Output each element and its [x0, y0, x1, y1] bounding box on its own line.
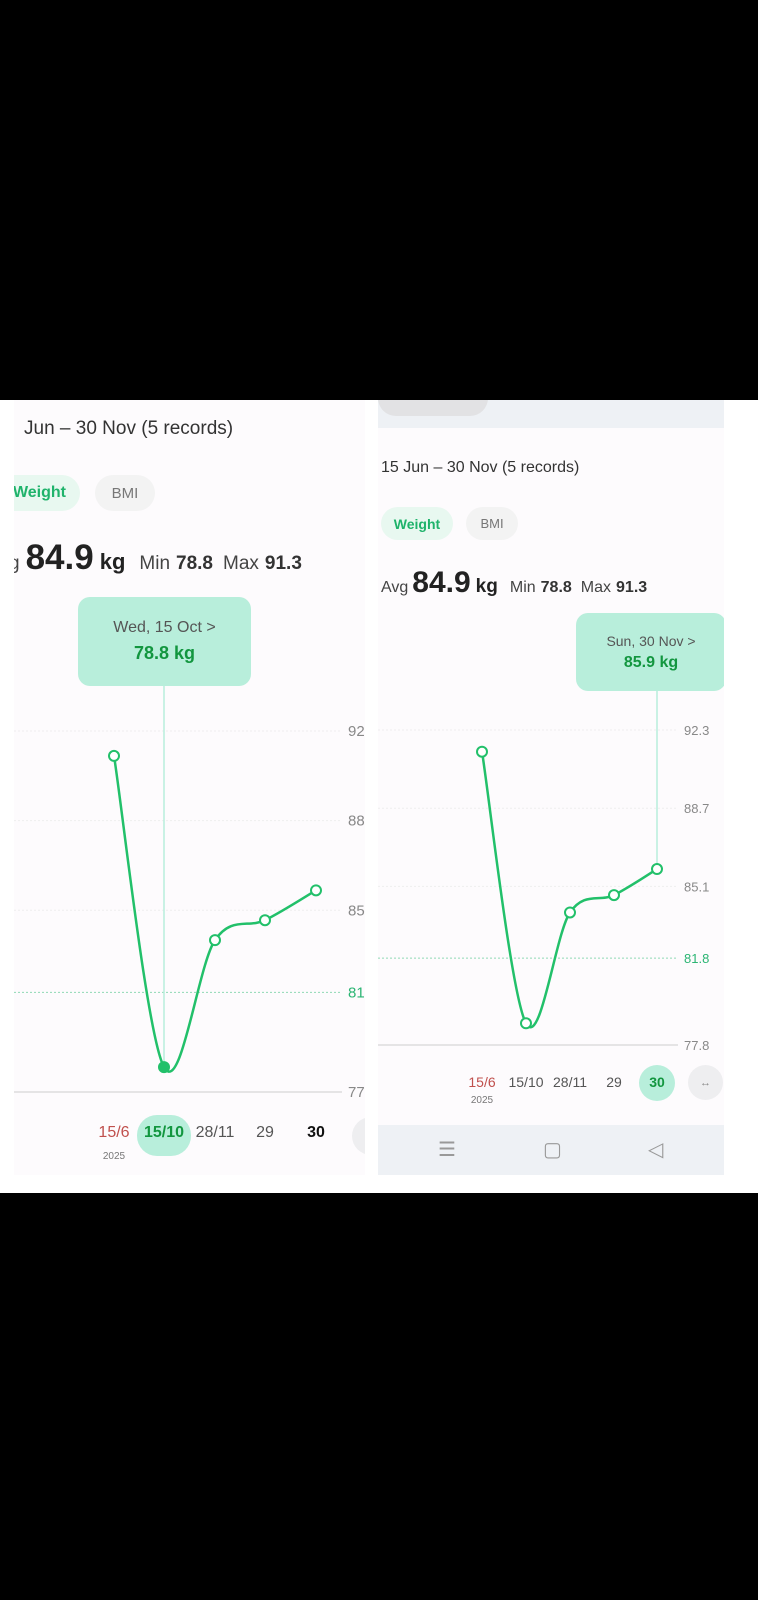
y-tick-label: 88.7 — [684, 801, 709, 816]
weight-series-line — [112, 755, 317, 1073]
weight-series-line — [480, 751, 658, 1029]
y-tick-label: 81.8 — [684, 951, 709, 966]
left-screenshot-panel: Jun – 30 Nov (5 records) Weight BMI g 84… — [14, 400, 365, 1175]
x-axis-date-label[interactable]: 15/6 — [468, 1074, 496, 1090]
year-label: 2025 — [102, 1151, 126, 1162]
date-range-label: 15 Jun – 30 Nov (5 records) — [381, 459, 580, 476]
weight-line-chart[interactable]: 92 88 85 81 77 — [14, 400, 365, 1175]
selected-date-highlight — [137, 1115, 191, 1156]
tab-bmi[interactable]: BMI — [466, 507, 518, 540]
tooltip-value: 85.9 kg — [623, 654, 679, 671]
tab-weight[interactable]: Weight — [381, 507, 453, 540]
y-tick-label: 85.1 — [684, 879, 709, 894]
x-axis-date-label[interactable]: 15/6 — [98, 1124, 130, 1141]
max-value: 91.3 — [264, 553, 302, 574]
scroll-arrows-button[interactable]: ← — [352, 1117, 365, 1155]
min-value: 78.8 — [176, 553, 213, 574]
selected-point-tooltip[interactable]: Wed, 15 Oct > 78.8 kg — [78, 597, 251, 686]
home-icon[interactable]: ▢ — [543, 1139, 562, 1161]
data-point — [158, 1061, 170, 1074]
weight-line-chart[interactable]: 92.3 88.7 85.1 81.8 77.8 — [378, 400, 724, 1175]
back-icon[interactable]: ◁ — [648, 1139, 664, 1161]
max-label: Max — [223, 553, 259, 574]
x-axis-date-label[interactable]: 29 — [606, 1074, 622, 1090]
y-tick-label: 77 — [348, 1084, 365, 1101]
year-label: 2025 — [470, 1095, 494, 1106]
y-tick-label: 92.3 — [684, 723, 709, 738]
x-axis-date-label[interactable]: 15/10 — [508, 1074, 544, 1090]
avg-value: 84.9 — [25, 538, 94, 577]
period-tab-selected[interactable] — [378, 400, 488, 416]
tab-weight[interactable]: Weight — [14, 475, 80, 511]
system-nav-bar: ☰ ▢ ◁ — [378, 1125, 724, 1175]
min-label: Min — [509, 579, 536, 596]
avg-label: g — [14, 553, 20, 574]
tooltip-value: 78.8 kg — [133, 643, 196, 663]
x-axis-date-label[interactable]: 30 — [649, 1074, 665, 1090]
max-label: Max — [580, 579, 612, 596]
y-tick-label: 77.8 — [684, 1038, 709, 1053]
data-point — [651, 863, 663, 876]
y-tick-label: 92 — [348, 723, 365, 740]
tab-bmi[interactable]: BMI — [95, 475, 155, 511]
avg-label: Avg — [381, 579, 409, 596]
max-value: 91.3 — [616, 579, 648, 596]
data-point — [209, 934, 221, 947]
tooltip-date: Wed, 15 Oct > — [113, 619, 216, 636]
data-point — [310, 884, 322, 897]
data-point — [608, 889, 620, 902]
min-label: Min — [139, 553, 171, 574]
data-point — [564, 906, 576, 919]
x-axis-date-label[interactable]: 30 — [307, 1124, 325, 1141]
x-axis-date-label[interactable]: 28/11 — [553, 1074, 587, 1090]
y-tick-label: 81 — [348, 984, 365, 1001]
avg-value: 84.9 — [412, 566, 471, 599]
date-range-label: Jun – 30 Nov (5 records) — [24, 418, 234, 439]
right-screenshot-panel: 15 Jun – 30 Nov (5 records) Weight BMI A… — [378, 400, 724, 1175]
menu-icon[interactable]: ☰ — [438, 1139, 456, 1161]
data-point — [259, 914, 271, 927]
data-point — [520, 1017, 532, 1030]
avg-unit: kg — [99, 549, 126, 574]
period-tab-bar — [378, 400, 724, 428]
selected-date-highlight — [639, 1065, 675, 1101]
x-axis-date-label[interactable]: 15/10 — [143, 1124, 185, 1141]
data-point — [476, 745, 488, 758]
y-tick-label: 88 — [348, 813, 365, 830]
stats-summary: g 84.9 kg Min 78.8 Max 91.3 — [14, 538, 302, 578]
x-axis-date-label[interactable]: 29 — [256, 1124, 274, 1141]
y-tick-label: 85 — [348, 902, 365, 919]
avg-unit: kg — [475, 576, 498, 597]
x-axis-date-label[interactable]: 28/11 — [195, 1124, 235, 1141]
min-value: 78.8 — [540, 579, 572, 596]
data-point — [108, 749, 120, 762]
selected-point-tooltip[interactable]: Sun, 30 Nov > 85.9 kg — [576, 613, 724, 691]
scroll-arrows-button[interactable]: ↔ — [688, 1065, 723, 1100]
tooltip-date: Sun, 30 Nov > — [606, 633, 696, 649]
stats-summary: Avg 84.9 kg Min 78.8 Max 91.3 — [381, 566, 647, 600]
